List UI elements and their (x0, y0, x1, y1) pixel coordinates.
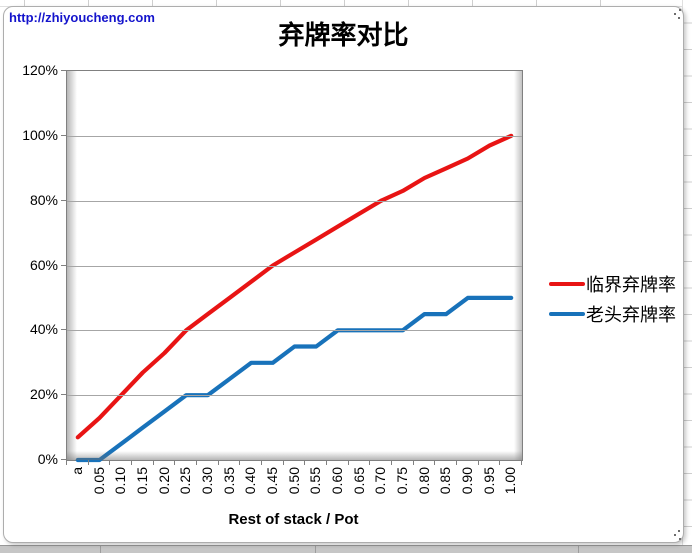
gridline (67, 330, 522, 332)
x-axis-label: 0.10 (112, 467, 129, 495)
y-axis-tick (61, 70, 66, 71)
x-axis-label: 0.30 (198, 467, 215, 495)
spreadsheet-bottom-strip (0, 545, 692, 553)
x-axis-tick (282, 460, 284, 465)
y-axis-label: 80% (29, 191, 58, 208)
x-axis-label: 0.15 (133, 467, 150, 495)
selection-handle-dot[interactable] (679, 538, 681, 540)
x-axis-tick (347, 460, 349, 465)
x-axis-label: 0.25 (177, 467, 194, 495)
sheet-divider (315, 546, 316, 553)
legend: 临界弃牌率 老头弃牌率 (549, 269, 676, 329)
legend-line-sample-blue (549, 312, 585, 316)
x-axis-tick (434, 460, 436, 465)
sheet-divider (100, 546, 101, 553)
x-axis-label: 0.90 (458, 467, 475, 495)
chart-title: 弃牌率对比 (278, 21, 409, 51)
x-axis-tick (217, 460, 219, 465)
x-axis-tick (412, 460, 414, 465)
sheet-divider (578, 546, 579, 553)
x-axis-label: 0.50 (285, 467, 302, 495)
x-axis-tick (326, 460, 327, 465)
y-axis-tick (61, 264, 66, 266)
x-axis-tick (196, 460, 197, 465)
legend-line-sample-red (549, 282, 585, 286)
x-axis-label: a (68, 467, 85, 475)
x-axis-tick (369, 460, 371, 465)
x-axis-tick (391, 460, 392, 465)
gridline (67, 135, 522, 137)
y-axis-tick (61, 459, 66, 460)
legend-item-oldguy-fold-rate[interactable]: 老头弃牌率 (549, 299, 676, 329)
gridline (67, 265, 522, 267)
x-axis-label: 0.80 (415, 467, 432, 495)
selection-handle-dot[interactable] (678, 17, 680, 19)
x-axis-label: 0.85 (437, 467, 454, 495)
x-axis-tick (174, 460, 176, 465)
gridline (67, 200, 522, 202)
legend-item-critical-fold-rate[interactable]: 临界弃牌率 (549, 269, 676, 299)
y-axis-tick (61, 394, 66, 396)
selection-handle-dot[interactable] (678, 530, 680, 532)
x-axis-label: 0.40 (242, 467, 259, 495)
series-lines-canvas (75, 133, 514, 463)
x-axis-label: 0.45 (263, 467, 280, 495)
x-axis-tick (477, 460, 479, 465)
selection-handle-dot[interactable] (674, 534, 676, 536)
y-axis-label: 120% (22, 62, 58, 78)
y-axis-label: 40% (29, 321, 58, 338)
x-axis-label: 0.20 (155, 467, 172, 495)
y-axis-tick (61, 134, 66, 136)
x-axis-label: 0.65 (350, 467, 367, 495)
x-axis-tick (239, 460, 241, 465)
x-axis-tick (66, 460, 67, 465)
y-axis-label: 20% (29, 386, 58, 403)
x-axis-label: 0.60 (328, 467, 345, 495)
y-axis-label: 100% (22, 126, 58, 143)
x-axis-tick (152, 460, 154, 465)
x-axis-label: 0.95 (480, 467, 497, 495)
x-axis-label: 1.00 (502, 467, 519, 495)
plot-area[interactable] (66, 70, 523, 463)
x-axis-tick (499, 460, 501, 465)
x-axis-tick (456, 460, 457, 465)
x-axis-tick (109, 460, 111, 465)
x-axis-label: 0.70 (372, 467, 389, 495)
x-axis-tick (131, 460, 132, 465)
legend-label: 老头弃牌率 (586, 305, 676, 326)
x-axis-tick (261, 460, 262, 465)
chart-frame[interactable]: http://zhiyoucheng.com 弃牌率对比 Rest of sta… (3, 6, 684, 543)
selection-handle-dot[interactable] (679, 9, 681, 11)
x-axis-tick (87, 460, 89, 465)
selection-handle-dot[interactable] (674, 13, 676, 15)
x-axis-tick (521, 460, 522, 465)
y-axis-label: 0% (37, 451, 58, 467)
series-line-0[interactable] (75, 133, 514, 440)
x-axis-label: 0.55 (307, 467, 324, 495)
gridline (67, 395, 522, 397)
x-axis-label: 0.05 (90, 467, 107, 495)
x-axis-tick (304, 460, 306, 465)
y-axis-label: 60% (29, 256, 58, 273)
x-axis-label: 0.35 (220, 467, 237, 495)
x-axis-title: Rest of stack / Pot (228, 511, 359, 528)
site-url-link[interactable]: http://zhiyoucheng.com (9, 10, 155, 25)
legend-label: 临界弃牌率 (586, 275, 676, 296)
series-line-1[interactable] (75, 295, 514, 463)
y-axis-tick (61, 199, 66, 201)
x-axis-label: 0.75 (393, 467, 410, 495)
y-axis-tick (61, 329, 66, 331)
